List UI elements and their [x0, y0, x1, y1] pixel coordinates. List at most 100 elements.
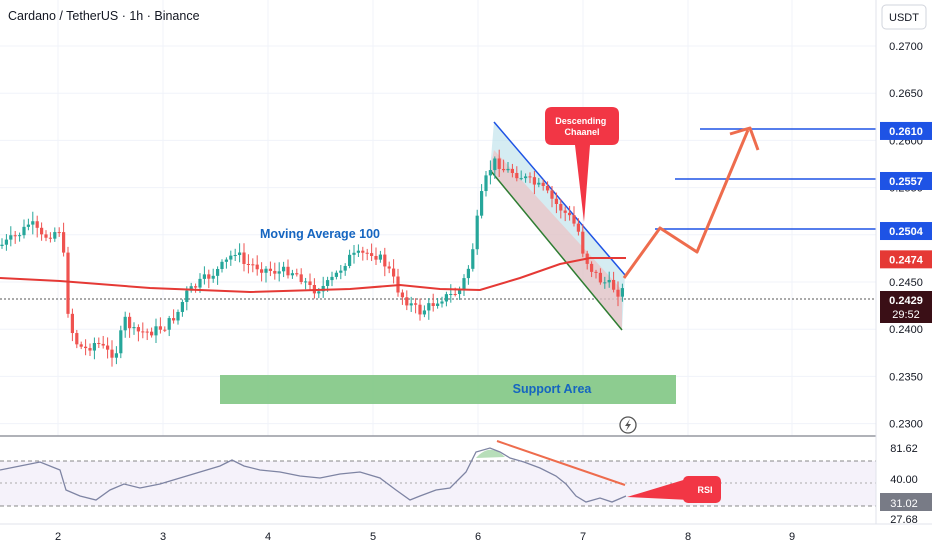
candle	[374, 247, 378, 265]
candle	[356, 244, 360, 258]
candle	[224, 257, 228, 269]
candle	[145, 328, 149, 341]
candle	[387, 261, 391, 274]
time-tick-label: 6	[475, 531, 481, 543]
price-tick-label: 0.2400	[889, 324, 923, 336]
candle	[334, 270, 338, 280]
candle	[62, 222, 66, 257]
candlestick-series	[0, 149, 624, 367]
candle	[123, 311, 127, 338]
last-price-badge: 0.2429 29:52	[880, 291, 932, 323]
candle	[405, 290, 409, 311]
candle	[515, 166, 519, 182]
candle	[202, 266, 206, 285]
candle	[114, 346, 118, 365]
candle	[612, 271, 616, 293]
candle	[497, 149, 501, 177]
candle	[264, 266, 268, 283]
candle	[194, 283, 198, 293]
candle	[176, 309, 180, 325]
candle	[84, 339, 88, 356]
candle	[396, 268, 400, 297]
candle	[92, 337, 96, 360]
price-axis[interactable]: USDT 0.27000.26500.26000.25500.25000.245…	[875, 0, 932, 550]
candle	[119, 325, 123, 359]
candle	[440, 296, 444, 308]
time-tick-label: 9	[789, 531, 795, 543]
candle	[510, 163, 514, 178]
candle	[361, 246, 365, 261]
candle	[471, 243, 475, 272]
candle	[462, 274, 466, 297]
candle	[370, 243, 374, 262]
currency-button[interactable]	[881, 4, 927, 30]
candle	[88, 343, 92, 357]
moving-average-100-line	[0, 257, 626, 294]
candle	[576, 218, 580, 236]
candle	[409, 296, 413, 312]
rsi-callout-label: RSI	[697, 485, 712, 495]
candle	[541, 179, 545, 191]
symbol-title[interactable]: Cardano / TetherUS · 1h · Binance	[8, 9, 200, 23]
candle	[308, 273, 312, 290]
candle	[277, 262, 281, 282]
candle	[502, 159, 506, 173]
candle	[233, 248, 237, 262]
candle	[299, 268, 303, 285]
candle	[449, 284, 453, 303]
candle	[154, 318, 158, 343]
candle	[189, 282, 193, 293]
candle	[57, 227, 61, 237]
candle	[616, 281, 620, 307]
candle	[180, 299, 184, 317]
candle	[172, 309, 176, 324]
descending-channel	[489, 121, 626, 331]
price-level-value: 0.2474	[889, 254, 924, 266]
candle	[211, 268, 215, 283]
candle	[590, 261, 594, 278]
support-area-label: Support Area	[513, 382, 593, 396]
candle	[40, 222, 44, 241]
time-axis[interactable]: 2 3 4 5 6 7 8 9	[0, 523, 932, 550]
candle	[31, 211, 35, 235]
price-grid	[0, 0, 876, 436]
candle	[295, 268, 299, 277]
candle	[378, 250, 382, 263]
time-tick-label: 5	[370, 531, 376, 543]
candle	[0, 238, 4, 249]
candle	[273, 262, 277, 280]
candle	[97, 337, 101, 349]
price-level-value: 0.2610	[889, 126, 923, 138]
candle	[414, 298, 418, 314]
candle	[330, 271, 334, 287]
time-tick-label: 8	[685, 531, 691, 543]
candle	[554, 192, 558, 214]
candle	[493, 156, 497, 179]
price-level-badge: 0.2557	[880, 171, 932, 190]
price-level-badge: 0.2504	[880, 222, 932, 241]
channel-upper-line	[493, 121, 626, 276]
candle	[242, 243, 246, 272]
rsi-divergence-line	[496, 440, 626, 486]
candle	[9, 226, 13, 247]
candle	[436, 298, 440, 309]
candle	[532, 170, 536, 195]
time-tick-label: 2	[55, 531, 61, 543]
candle	[246, 254, 250, 274]
candle	[150, 327, 154, 338]
price-tick-label: 0.2300	[889, 419, 923, 431]
bar-countdown: 29:52	[892, 309, 920, 321]
price-level-value: 0.2504	[889, 226, 924, 238]
candle	[268, 261, 272, 277]
candle	[312, 278, 316, 299]
lightning-icon[interactable]	[619, 416, 637, 434]
candle	[18, 232, 22, 242]
candle	[70, 308, 74, 342]
descending-channel-label: Descending Chaanel	[555, 116, 609, 137]
candle	[321, 276, 325, 298]
support-area-box	[220, 375, 676, 404]
candle	[528, 172, 532, 184]
currency-label[interactable]: USDT	[889, 12, 919, 24]
candle	[238, 243, 242, 263]
